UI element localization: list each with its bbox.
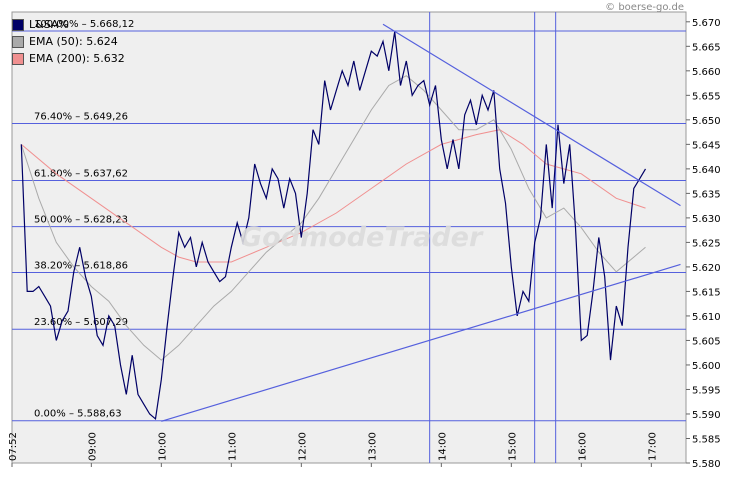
y-tick-label-10: 5.630	[692, 214, 721, 225]
legend-swatch-1	[12, 35, 24, 48]
fib-label-6: 0.00% – 5.588,63	[34, 409, 122, 420]
legend-label-2: EMA (200): 5.632	[29, 52, 125, 65]
x-tick-label-7: 15:00	[507, 432, 518, 461]
legend-label-1: EMA (50): 5.624	[29, 35, 118, 48]
y-tick-label-18: 5.670	[692, 18, 721, 29]
series-line-0	[20, 31, 647, 421]
x-tick-label-2: 10:00	[157, 432, 168, 461]
y-tick-label-5: 5.605	[692, 336, 721, 347]
series-line-2	[20, 129, 646, 263]
x-tick-label-6: 14:00	[437, 432, 448, 461]
y-tick-label-14: 5.650	[692, 116, 721, 127]
x-tick-label-5: 13:00	[367, 432, 378, 461]
y-tick-label-3: 5.595	[692, 385, 721, 396]
plot-area	[11, 11, 687, 464]
x-tick-label-3: 11:00	[227, 432, 238, 461]
y-tick-label-12: 5.640	[692, 165, 721, 176]
trendline-0	[161, 263, 681, 422]
legend-item-1: EMA (50): 5.624	[12, 33, 125, 50]
fib-label-5: 23.60% – 5.607,29	[34, 317, 128, 328]
y-tick-label-1: 5.585	[692, 434, 721, 445]
legend-item-2: EMA (200): 5.632	[12, 50, 125, 67]
x-tick-label-0: 07:52	[8, 432, 19, 461]
legend-swatch-2	[12, 52, 24, 65]
series-line-1	[20, 75, 646, 361]
y-tick-label-2: 5.590	[692, 410, 721, 421]
x-tick-label-1: 09:00	[87, 432, 98, 461]
y-tick-label-11: 5.635	[692, 189, 721, 200]
y-tick-label-16: 5.660	[692, 67, 721, 78]
y-tick-label-0: 5.580	[692, 459, 721, 470]
y-tick-label-17: 5.665	[692, 42, 721, 53]
fib-label-0: 100.00% – 5.668,12	[34, 19, 134, 30]
y-tick-label-9: 5.625	[692, 238, 721, 249]
legend-item-0: L&SA%	[12, 16, 125, 33]
x-tick-label-9: 17:00	[647, 432, 658, 461]
fib-label-4: 38.20% – 5.618,86	[34, 261, 128, 272]
y-tick-label-13: 5.645	[692, 140, 721, 151]
x-tick-label-4: 12:00	[297, 432, 308, 461]
y-tick-label-15: 5.655	[692, 91, 721, 102]
credit-text: © boerse-go.de	[605, 2, 684, 13]
trendline-1	[382, 23, 681, 207]
x-tick-label-8: 16:00	[577, 432, 588, 461]
fib-label-2: 61.80% – 5.637,62	[34, 169, 128, 180]
legend-label-0: L&SA%	[29, 18, 69, 31]
fib-label-3: 50.00% – 5.628,23	[34, 215, 128, 226]
legend: L&SA% EMA (50): 5.624 EMA (200): 5.632	[12, 16, 125, 67]
y-tick-label-8: 5.620	[692, 263, 721, 274]
y-tick-label-6: 5.610	[692, 312, 721, 323]
y-tick-label-4: 5.600	[692, 361, 721, 372]
watermark: GodmodeTrader	[240, 222, 483, 253]
y-tick-label-7: 5.615	[692, 287, 721, 298]
legend-swatch-0	[12, 18, 24, 31]
fib-label-1: 76.40% – 5.649,26	[34, 111, 128, 122]
